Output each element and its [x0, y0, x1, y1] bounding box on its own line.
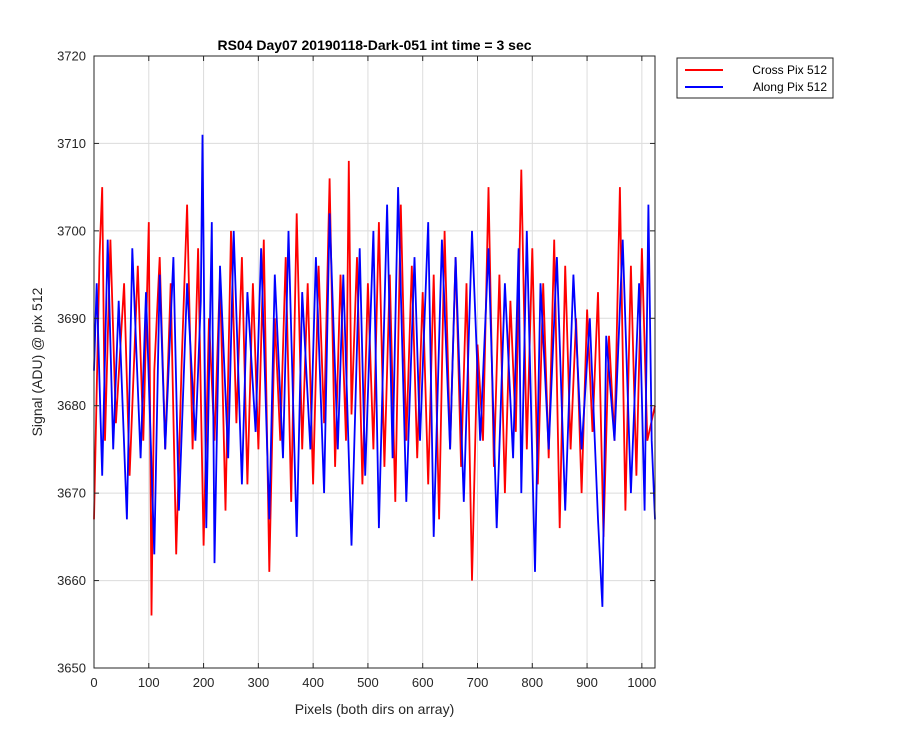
y-tick-label: 3720 — [57, 49, 86, 64]
x-tick-label: 600 — [412, 675, 434, 690]
x-tick-label: 500 — [357, 675, 379, 690]
y-tick-label: 3700 — [57, 223, 86, 238]
x-tick-label: 400 — [302, 675, 324, 690]
y-tick-label: 3710 — [57, 136, 86, 151]
y-tick-label: 3660 — [57, 573, 86, 588]
legend-label-cross: Cross Pix 512 — [752, 63, 827, 77]
y-tick-label: 3650 — [57, 661, 86, 676]
series-line-cross — [93, 160, 656, 616]
series-lines — [93, 134, 656, 616]
y-axis-label: Signal (ADU) @ pix 512 — [29, 287, 45, 436]
x-tick-label: 200 — [193, 675, 215, 690]
x-tick-label: 300 — [248, 675, 270, 690]
x-axis-label: Pixels (both dirs on array) — [295, 701, 455, 717]
x-tick-label: 100 — [138, 675, 160, 690]
chart-title: RS04 Day07 20190118-Dark-051 int time = … — [217, 37, 531, 53]
plot-area — [94, 56, 655, 668]
x-tick-label: 700 — [467, 675, 489, 690]
x-tick-label: 1000 — [627, 675, 656, 690]
x-tick-label: 0 — [90, 675, 97, 690]
x-tick-label: 900 — [576, 675, 598, 690]
legend-label-along: Along Pix 512 — [753, 80, 827, 94]
x-tick-label: 800 — [521, 675, 543, 690]
legend-box — [676, 57, 834, 99]
series-line-along — [93, 134, 656, 607]
y-tick-label: 3680 — [57, 398, 86, 413]
x-axis-ticks: 0 100 200 300 400 500 600 700 800 900 1000 — [90, 56, 656, 690]
y-tick-label: 3690 — [57, 311, 86, 326]
plot-border — [93, 55, 656, 669]
y-axis-ticks: 3650 3660 3670 3680 3690 3700 3710 3720 — [57, 49, 655, 676]
legend: Cross Pix 512 Along Pix 512 — [676, 57, 834, 99]
y-tick-label: 3670 — [57, 486, 86, 501]
